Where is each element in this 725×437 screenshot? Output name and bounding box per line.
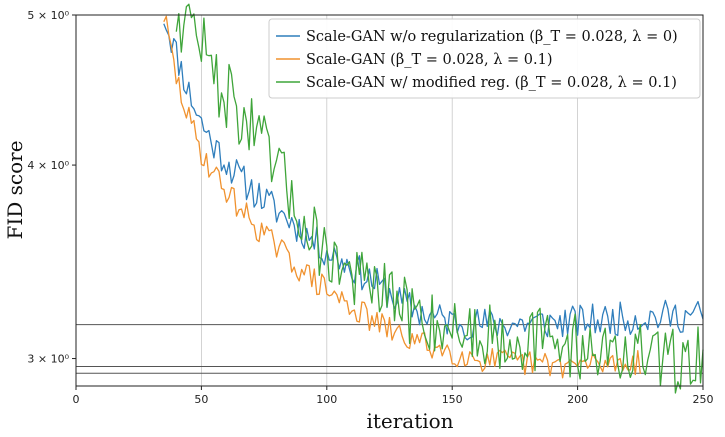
series-line-1 xyxy=(163,15,641,379)
y-tick-label: 3 × 10⁰ xyxy=(27,353,69,366)
x-tick-label: 150 xyxy=(442,393,463,406)
series-lines xyxy=(163,3,704,394)
x-tick-label: 50 xyxy=(194,393,208,406)
x-tick-label: 100 xyxy=(316,393,337,406)
y-axis-label: FID score xyxy=(3,140,27,239)
plot-frame xyxy=(75,14,704,387)
series-line-2 xyxy=(175,3,704,394)
x-tick-label: 200 xyxy=(567,393,588,406)
legend-entry-orange: Scale-GAN (β_T = 0.028, λ = 0.1) xyxy=(306,52,553,68)
y-tick-label: 5 × 10⁰ xyxy=(27,9,69,22)
x-axis-label: iteration xyxy=(366,409,453,433)
legend-entry-green: Scale-GAN w/ modified reg. (β_T = 0.028,… xyxy=(306,75,677,91)
x-tick-label: 0 xyxy=(73,393,80,406)
legend-entry-blue: Scale-GAN w/o regularization (β_T = 0.02… xyxy=(306,29,678,45)
x-tick-label: 250 xyxy=(693,393,714,406)
y-tick-label: 4 × 10⁰ xyxy=(27,159,69,172)
legend: Scale-GAN w/o regularization (β_T = 0.02… xyxy=(268,18,701,99)
legend-box xyxy=(268,18,701,99)
axis-ticks: 0 50 100 150 200 250 5 × 10⁰ 4 × 10⁰ 3 × 10⁰ xyxy=(27,9,713,406)
